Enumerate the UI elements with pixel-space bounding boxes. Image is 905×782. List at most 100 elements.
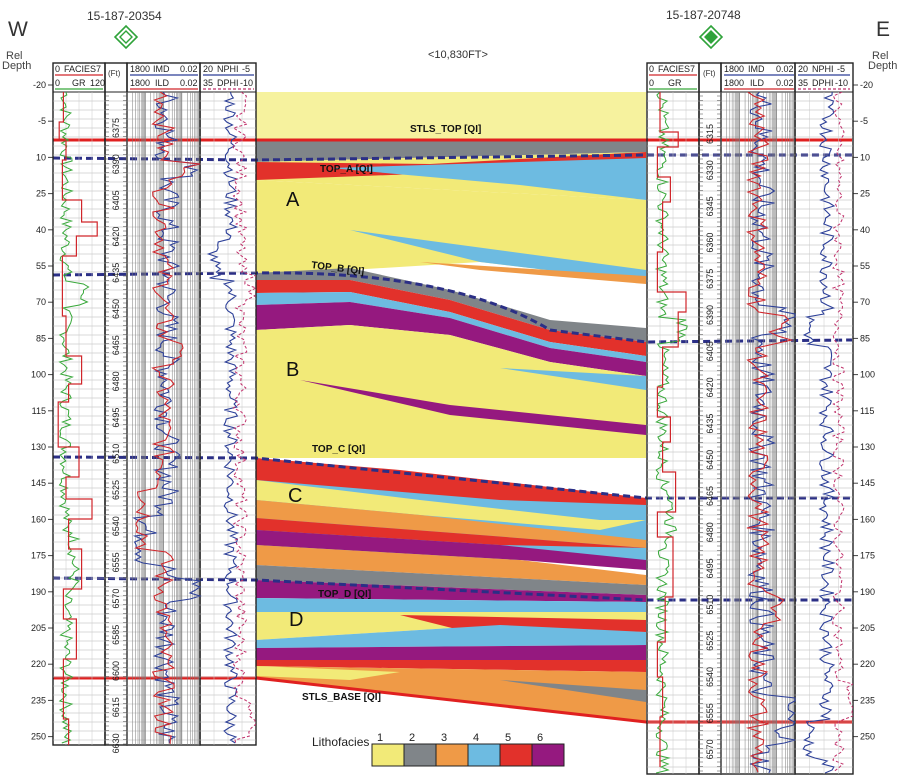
depth-tick-label: 40 <box>860 225 870 235</box>
west-facies-max: 7 <box>96 64 101 74</box>
depth-tick-label: 220 <box>860 659 875 669</box>
east-nphi-curve <box>802 92 837 774</box>
zone-b-red <box>256 280 646 356</box>
east-imd-min: 1800 <box>724 64 744 74</box>
md-tick-label: 6315 <box>705 124 715 144</box>
left-depth-label-line1: Rel <box>6 50 23 62</box>
depth-tick-label: 235 <box>860 695 875 705</box>
depth-tick-label: 10 <box>36 152 46 162</box>
md-tick-label: 6450 <box>111 299 121 319</box>
top-d-label: TOP_D [QI] <box>318 589 371 600</box>
md-tick-label: 6390 <box>705 305 715 325</box>
east-nphi-max: -5 <box>837 64 845 74</box>
legend-swatch-2 <box>403 743 437 767</box>
east-facies-max: 7 <box>690 64 695 74</box>
md-tick-label: 6360 <box>705 233 715 253</box>
left-depth-axis: -20 -5 10 25 40 55 70 85 100 115 130 145 160 175 190 20… <box>31 80 53 742</box>
legend-swatch-1 <box>371 743 405 767</box>
zone-a-label: A <box>286 189 300 211</box>
east-dphi-min: 35 <box>798 78 808 88</box>
legend-swatch-5 <box>499 743 533 767</box>
depth-tick-label: 175 <box>860 551 875 561</box>
zone-a-orange-lens <box>420 262 646 284</box>
west-imd-curve <box>132 92 203 744</box>
east-facies-curve <box>656 92 687 767</box>
left-depth-label-line2: Depth <box>2 60 31 72</box>
zone-b-blue-stringer <box>500 368 646 390</box>
depth-tick-label: -5 <box>38 116 46 126</box>
west-md-ticks: 6375 6390 6405 6420 6435 6450 6465 6480 6495 6510… <box>111 118 121 753</box>
depth-tick-label: 175 <box>31 551 46 561</box>
west-well-log: 6375 6390 6405 6420 6435 6450 6465 6480 6495 6510… <box>52 62 257 753</box>
depth-tick-label: 250 <box>31 732 46 742</box>
zone-cd-gray <box>256 565 646 595</box>
md-tick-label: 6435 <box>111 263 121 283</box>
west-ild-curve <box>133 92 201 745</box>
md-tick-label: 6450 <box>705 450 715 470</box>
top-c-line <box>52 455 852 500</box>
md-tick-label: 6630 <box>111 733 121 753</box>
md-tick-label: 6345 <box>705 196 715 216</box>
west-dphi-curve <box>232 92 256 745</box>
zone-b-purple <box>256 302 646 376</box>
md-tick-label: 6375 <box>705 269 715 289</box>
zone-d-yellow-2 <box>256 666 400 680</box>
west-gr-curve <box>58 92 90 744</box>
east-direction-label: E <box>876 18 890 41</box>
east-dphi-curve <box>831 92 853 773</box>
depth-tick-label: 25 <box>860 189 870 199</box>
west-dphi-max: -10 <box>240 78 253 88</box>
md-tick-label: 6390 <box>111 154 121 174</box>
east-nphi-name: NPHI <box>812 64 834 74</box>
md-tick-label: 6555 <box>705 703 715 723</box>
right-depth-label-line2: Depth <box>868 60 897 72</box>
west-imd-max: 0.02 <box>180 64 198 74</box>
md-tick-label: 6510 <box>705 595 715 615</box>
stls-upper-fill <box>256 92 646 140</box>
correlation-panel <box>256 92 646 732</box>
west-gr-max: 120 <box>90 78 105 88</box>
west-dphi-name: DPHI <box>217 78 239 88</box>
legend-label-5: 5 <box>505 732 511 744</box>
west-nphi-min: 20 <box>203 64 213 74</box>
east-imd-name: IMD <box>748 64 765 74</box>
depth-tick-label: 220 <box>31 659 46 669</box>
md-tick-label: 6480 <box>705 522 715 542</box>
depth-tick-label: 115 <box>32 406 46 416</box>
west-well-name: 15-187-20354 <box>87 9 162 23</box>
east-ft-label: (Ft) <box>703 69 716 78</box>
md-tick-label: 6615 <box>111 697 121 717</box>
zone-c-orange-1 <box>256 500 646 548</box>
east-imd-curve <box>747 92 796 774</box>
west-direction-label: W <box>8 18 28 41</box>
md-tick-label: 6330 <box>705 160 715 180</box>
zone-d-blue <box>256 598 646 612</box>
md-tick-label: 6525 <box>705 631 715 651</box>
stls-top-label: STLS_TOP [QI] <box>410 124 481 135</box>
west-dphi-min: 35 <box>203 78 213 88</box>
east-imd-max: 0.02 <box>776 64 794 74</box>
west-ild-min: 1800 <box>130 78 150 88</box>
east-ild-name: ILD <box>750 78 765 88</box>
zone-d-red-2 <box>256 660 646 672</box>
depth-tick-label: 25 <box>36 189 46 199</box>
md-tick-label: 6555 <box>111 552 121 572</box>
depth-tick-label: 85 <box>860 333 870 343</box>
md-tick-label: 6495 <box>111 408 121 428</box>
legend-title: Lithofacies <box>312 735 369 749</box>
depth-tick-label: -20 <box>33 80 46 90</box>
east-nphi-min: 20 <box>798 64 808 74</box>
zone-b-label: B <box>286 359 299 381</box>
depth-tick-label: 100 <box>31 370 46 380</box>
zone-b-gray <box>256 268 646 342</box>
east-ild-max: 0.02 <box>776 78 794 88</box>
depth-tick-label: 205 <box>860 623 875 633</box>
legend-label-2: 2 <box>409 732 415 744</box>
zone-c-red-top <box>256 458 646 505</box>
west-nphi-name: NPHI <box>217 64 239 74</box>
depth-tick-label: 160 <box>860 514 875 524</box>
md-tick-label: 6570 <box>111 589 121 609</box>
md-tick-label: 6525 <box>111 480 121 500</box>
east-ild-min: 1800 <box>724 78 744 88</box>
west-ild-max: 0.02 <box>180 78 198 88</box>
